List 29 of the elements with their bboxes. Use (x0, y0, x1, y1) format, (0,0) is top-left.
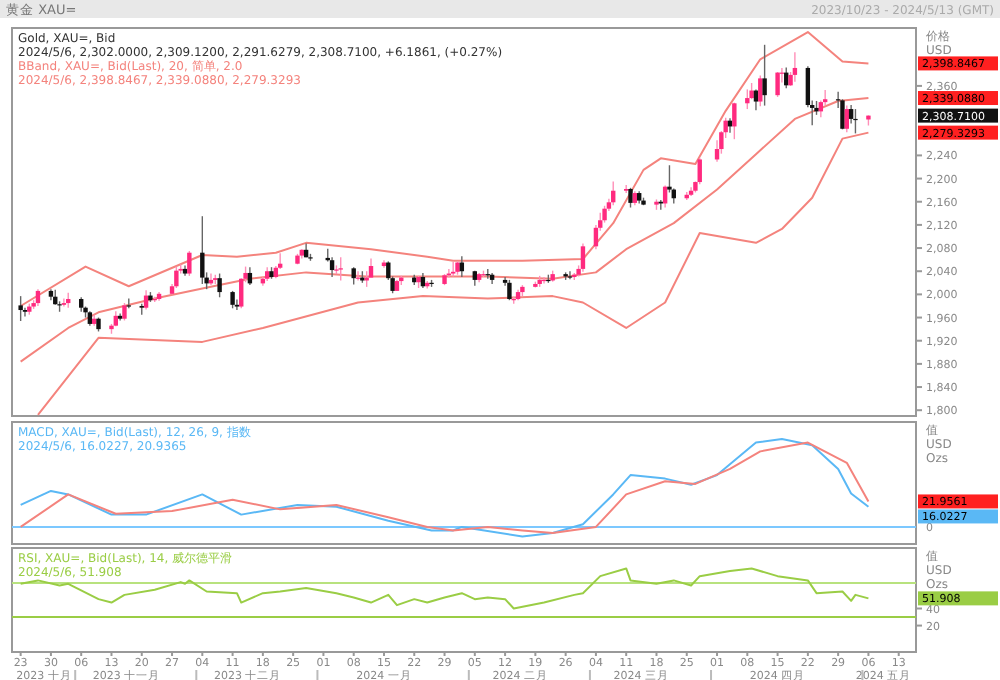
candlestick (697, 157, 702, 186)
candlestick (368, 257, 374, 279)
candlestick (338, 256, 343, 282)
candlestick (329, 256, 335, 278)
candlestick (18, 295, 23, 322)
candlestick (758, 74, 763, 107)
line-series (36, 131, 870, 416)
candlestick (234, 298, 240, 311)
candlestick (732, 102, 737, 140)
candlestick (217, 272, 222, 298)
candlestick (187, 250, 192, 277)
candlestick (450, 261, 456, 278)
candlestick (840, 98, 845, 131)
candlestick (792, 51, 798, 83)
candlestick (174, 265, 179, 289)
candlestick (745, 88, 750, 110)
candlestick (61, 297, 67, 308)
candlestick (507, 279, 512, 301)
candlestick (775, 71, 780, 98)
candlestick (853, 108, 858, 135)
candlestick (628, 187, 633, 209)
candlestick (844, 104, 849, 133)
line-series (19, 97, 870, 363)
candlestick (200, 215, 205, 285)
candlestick (580, 242, 586, 273)
candlestick (762, 44, 767, 107)
candlestick (848, 104, 854, 125)
line-series (19, 567, 870, 610)
candlestick (753, 88, 759, 111)
